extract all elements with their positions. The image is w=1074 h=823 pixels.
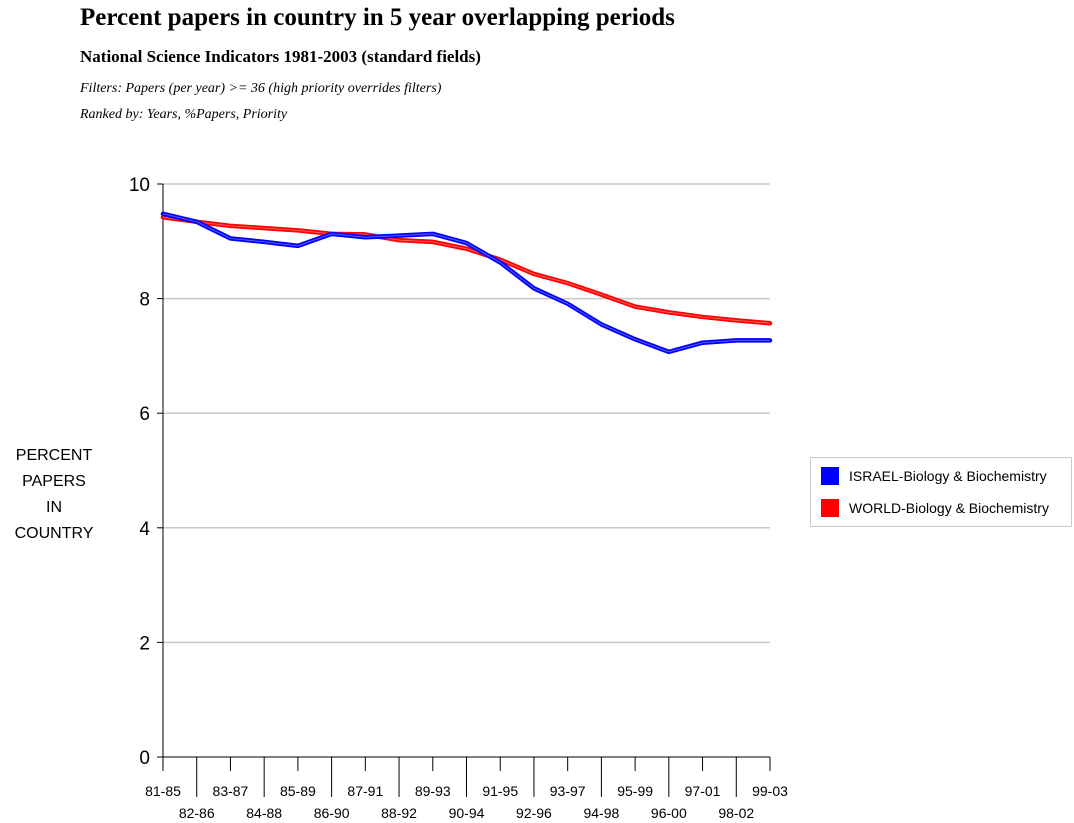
y-tick-label: 4 (139, 519, 150, 540)
y-axis-label-line: PAPERS (22, 473, 86, 490)
y-tick-label: 0 (139, 748, 150, 769)
y-axis-label: PERCENT PAPERS IN COUNTRY (0, 443, 108, 547)
series-line-israel (160, 211, 773, 355)
x-tick-label: 84-88 (246, 805, 282, 821)
y-axis-label-line: COUNTRY (14, 525, 94, 542)
y-axis-label-line: PERCENT (15, 447, 93, 464)
x-tick-label: 94-98 (583, 805, 619, 821)
x-tick-label: 81-85 (145, 783, 181, 799)
x-tick-label: 85-89 (280, 783, 316, 799)
x-tick-label: 97-01 (685, 783, 721, 799)
legend: ISRAEL-Biology & Biochemistry WORLD-Biol… (810, 457, 1072, 527)
series-line-world (160, 214, 773, 326)
legend-swatch-world (821, 499, 839, 517)
y-tick-label: 2 (139, 633, 150, 654)
x-tick-label: 91-95 (482, 783, 518, 799)
x-tick-label: 82-86 (179, 805, 215, 821)
x-tick-label: 99-03 (752, 783, 788, 799)
x-tick-label: 87-91 (347, 783, 383, 799)
x-tick-label: 83-87 (213, 783, 249, 799)
legend-label: WORLD-Biology & Biochemistry (849, 500, 1049, 516)
y-tick-label: 8 (139, 290, 150, 311)
x-tick-label: 95-99 (617, 783, 653, 799)
x-tick-label: 88-92 (381, 805, 417, 821)
x-tick-label: 86-90 (314, 805, 350, 821)
ranked-by-note: Ranked by: Years, %Papers, Priority (80, 107, 288, 122)
chart-title: Percent papers in country in 5 year over… (80, 4, 675, 31)
y-axis-label-line: IN (46, 499, 62, 516)
y-tick-label: 10 (129, 175, 150, 196)
x-tick-label: 89-93 (415, 783, 451, 799)
legend-label: ISRAEL-Biology & Biochemistry (849, 468, 1047, 484)
legend-item: WORLD-Biology & Biochemistry (821, 498, 1049, 518)
series-lines (160, 211, 773, 355)
series-line-highlight (162, 216, 771, 324)
filters-note: Filters: Papers (per year) >= 36 (high p… (80, 81, 442, 96)
x-tick-label: 92-96 (516, 805, 552, 821)
x-tick-label: 98-02 (718, 805, 754, 821)
chart-subtitle: National Science Indicators 1981-2003 (s… (80, 47, 481, 66)
legend-swatch-israel (821, 467, 839, 485)
tick-labels: 0 2 4 6 8 10 81-85 82-86 83-87 84-88 85-89 86-90 87-… (129, 175, 788, 821)
x-tick-label: 90-94 (449, 805, 485, 821)
y-tick-label: 6 (139, 404, 150, 425)
gridlines (163, 183, 770, 644)
legend-item: ISRAEL-Biology & Biochemistry (821, 466, 1047, 486)
series-line-highlight (162, 213, 770, 353)
x-tick-label: 96-00 (651, 805, 687, 821)
x-tick-label: 93-97 (550, 783, 586, 799)
axes (157, 183, 771, 797)
